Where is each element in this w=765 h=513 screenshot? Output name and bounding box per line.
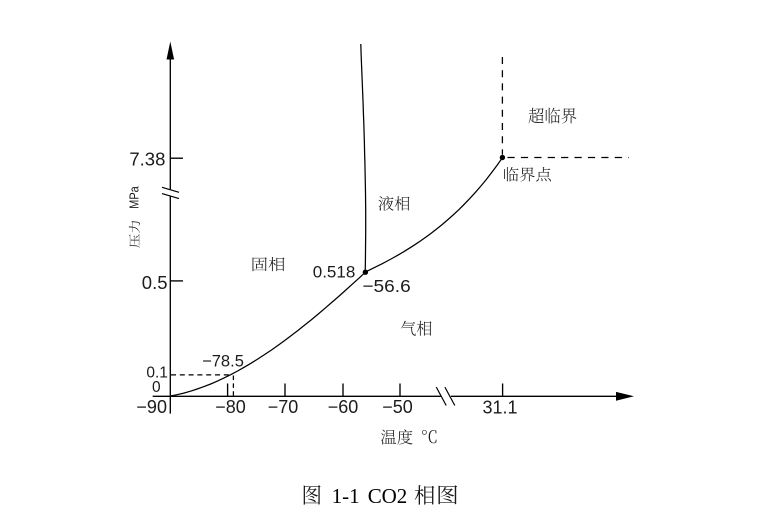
- svg-text:−56.6: −56.6: [362, 276, 410, 296]
- svg-text:CO2: CO2: [368, 484, 408, 508]
- svg-text:−78.5: −78.5: [202, 353, 244, 371]
- svg-text:7.38: 7.38: [129, 149, 165, 170]
- svg-text:0.1: 0.1: [146, 365, 168, 382]
- svg-text:0.5: 0.5: [142, 272, 168, 293]
- svg-text:−80: −80: [215, 397, 246, 417]
- svg-text:0.518: 0.518: [313, 263, 356, 282]
- svg-text:MPa: MPa: [127, 186, 141, 208]
- svg-text:0: 0: [152, 379, 161, 396]
- svg-text:−50: −50: [382, 397, 413, 417]
- svg-text:−90: −90: [136, 397, 167, 417]
- svg-text:31.1: 31.1: [482, 398, 517, 418]
- svg-text:−70: −70: [268, 397, 299, 417]
- svg-text:−60: −60: [328, 397, 359, 417]
- svg-text:1-1: 1-1: [332, 484, 360, 508]
